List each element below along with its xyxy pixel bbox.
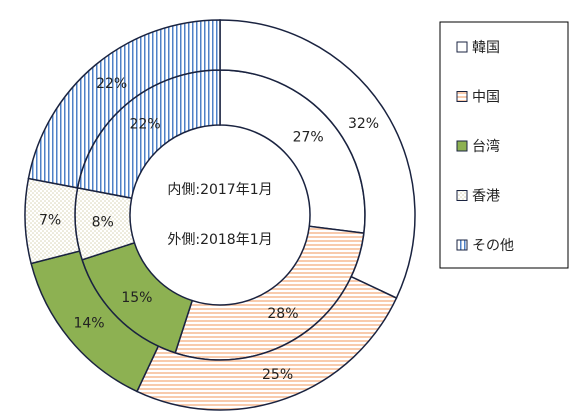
data-label: 32% [348,116,379,132]
legend-swatch [456,41,468,53]
donut-segment [27,19,221,189]
data-label: 22% [130,116,161,132]
data-label: 25% [262,367,293,383]
data-label: 28% [267,306,298,322]
legend-label: 韓国 [472,40,500,56]
legend-label: 中国 [472,90,500,106]
inner-ring-caption: 内側:2017年1月 [167,182,272,198]
legend-swatch [456,140,468,152]
data-label: 15% [121,290,152,306]
outer-ring-caption: 外側:2018年1月 [167,232,272,248]
legend-swatch [456,190,468,201]
legend-swatch [456,91,468,102]
data-label: 27% [293,129,324,145]
data-label: 7% [39,212,61,228]
legend-label: 香港 [472,189,500,205]
legend-label: 台湾 [472,138,500,155]
data-label: 8% [92,214,114,230]
data-label: 22% [96,76,127,92]
legend-swatch [456,239,468,251]
data-label: 14% [73,315,104,331]
legend-label: その他 [472,238,514,254]
